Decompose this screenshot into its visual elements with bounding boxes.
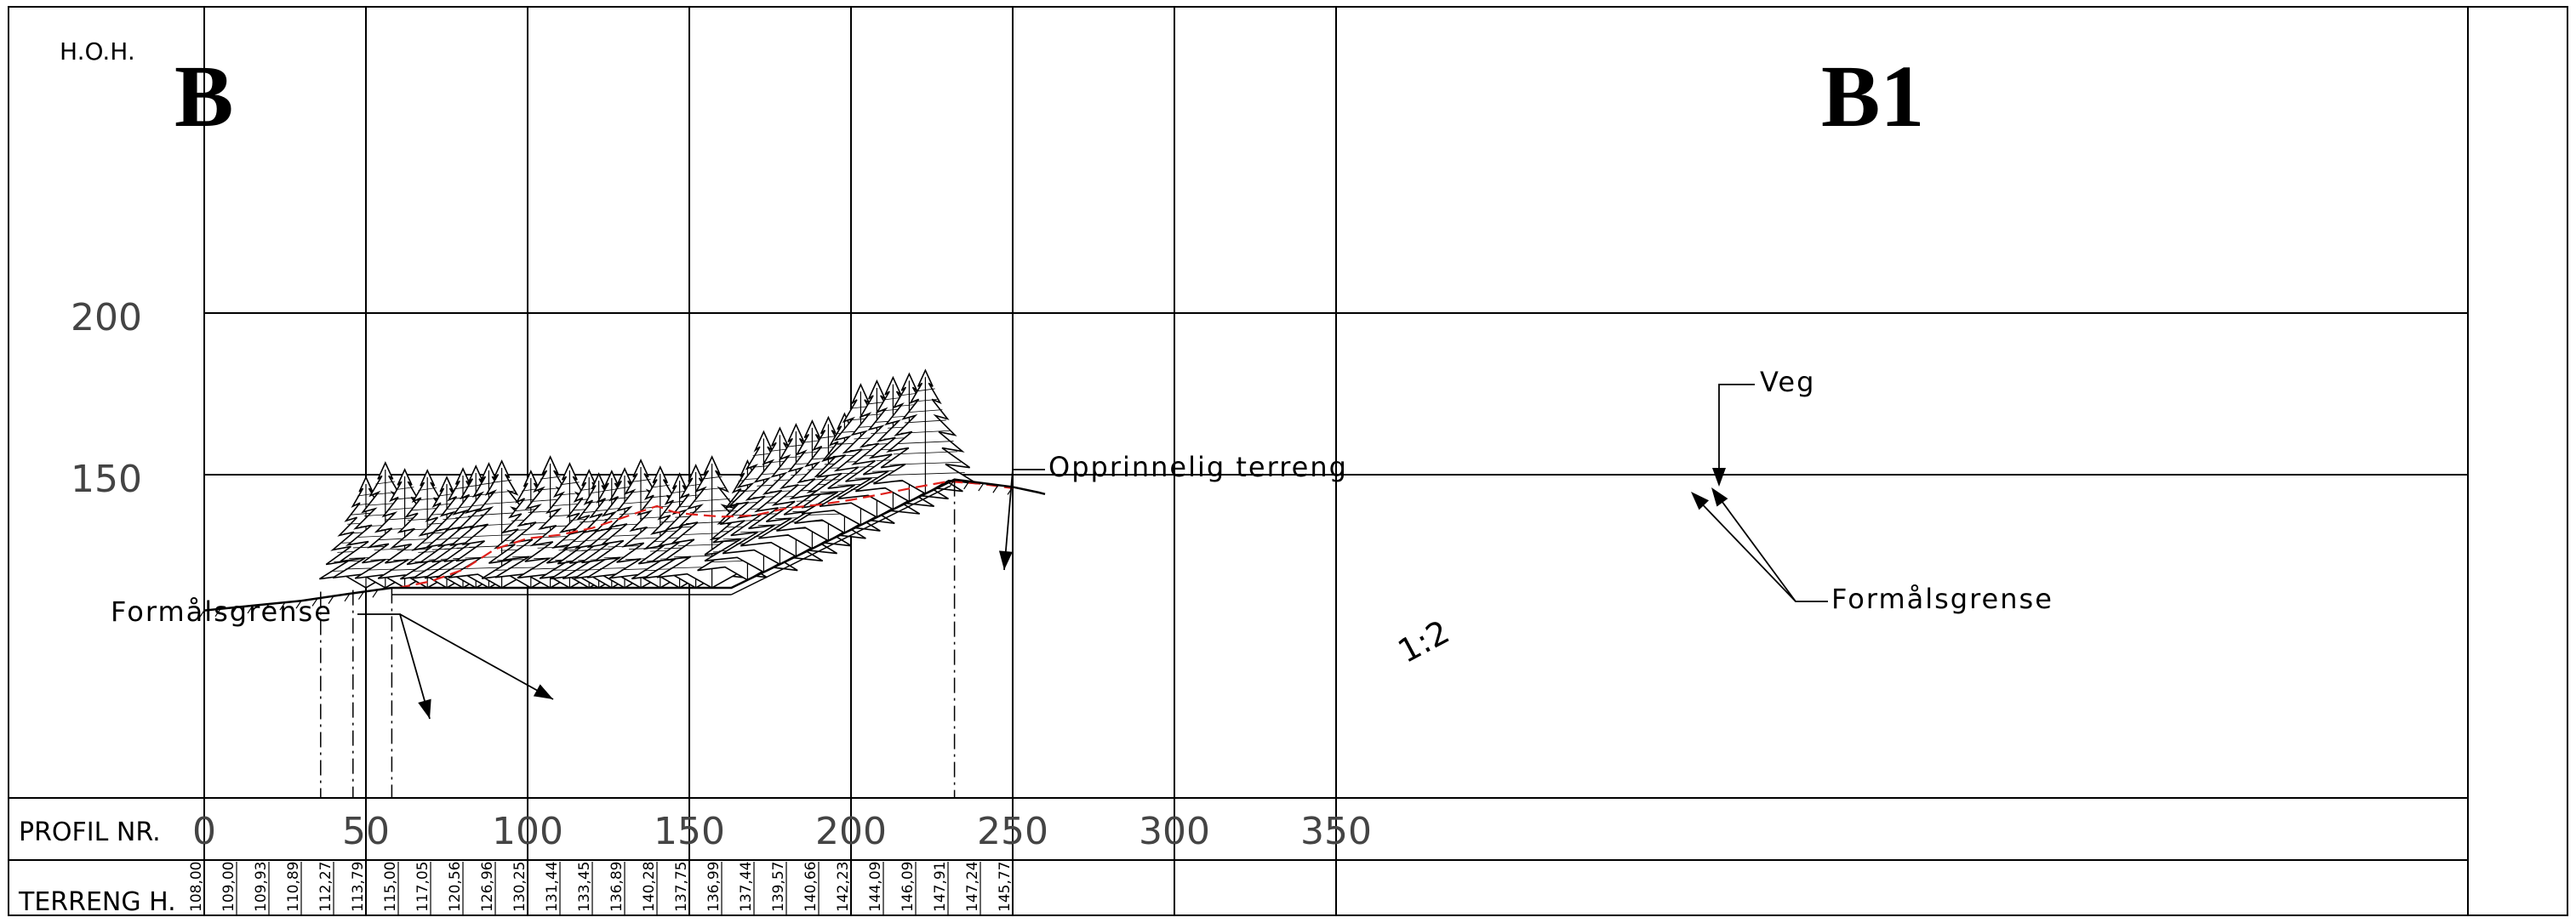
terrain-height-value: 137,44 (738, 862, 755, 912)
ground-hatch (214, 608, 221, 618)
profiles (198, 478, 1046, 798)
terrain-height-value: 110,89 (285, 862, 302, 912)
opprinnelig-terreng-label: Opprinnelig terreng (1048, 451, 1348, 483)
x-tick-150: 150 (654, 810, 725, 853)
terrain-height-value: 113,79 (350, 862, 367, 912)
ground-hatch (328, 595, 334, 604)
terrain-height-value: 145,77 (997, 862, 1014, 912)
leader-lines (357, 384, 1828, 720)
terrain-height-value: 146,09 (900, 862, 917, 912)
x-tick-200: 200 (815, 810, 887, 853)
opprinnelig-terreng-leader (1003, 469, 1045, 571)
terrain-height-value: 140,28 (641, 862, 658, 912)
formalsgrense-right-label: Formålsgrense (1831, 583, 2053, 615)
ground-hatch (198, 610, 205, 618)
ground-hatch (978, 482, 985, 492)
terrain-height-value: 109,00 (220, 862, 237, 912)
ground-hatch (295, 600, 302, 609)
end-marker: B1 (1821, 48, 1924, 145)
terrain-height-value: 112,27 (317, 862, 334, 912)
terrain-height-value: 136,89 (608, 862, 625, 912)
x-tick-350: 350 (1300, 810, 1372, 853)
terrain-height-value: 109,93 (253, 862, 270, 912)
arrowhead (1712, 468, 1726, 487)
arrowhead (418, 698, 431, 719)
x-tick-250: 250 (977, 810, 1048, 853)
formalsgrense-left-leader-2 (399, 613, 554, 700)
terrain-height-value: 130,25 (511, 862, 528, 912)
terrain-height-row: 108,00 109,00 109,93 110,89 112,27 113,79 115,… (188, 862, 1014, 915)
terrain-height-value: 147,24 (964, 862, 981, 912)
ground-hatch (963, 481, 970, 490)
ground-hatch (279, 601, 286, 611)
formalsgrense-left-label: Formålsgrense (111, 595, 333, 628)
terrain-height-value: 120,56 (447, 862, 464, 912)
grid (9, 7, 2469, 916)
ground-hatch (372, 589, 379, 598)
veg-leader (1718, 384, 1755, 483)
arrowhead (533, 684, 553, 699)
tree-symbol (873, 368, 978, 495)
y-tick-200: 200 (71, 296, 142, 339)
ground-hatch (311, 598, 318, 607)
terrain-height-value: 144,09 (867, 862, 884, 912)
ground-hatch (344, 593, 351, 602)
arrowhead (998, 550, 1013, 570)
terrain-height-value: 126,96 (479, 862, 496, 912)
ground-hatch (949, 479, 956, 488)
tree-symbols (318, 368, 978, 589)
veg-label: Veg (1760, 366, 1815, 398)
x-tick-100: 100 (492, 810, 563, 853)
terrain-height-value: 139,57 (770, 862, 787, 912)
terrain-height-value: 136,99 (705, 862, 723, 912)
terrain-height-value: 147,91 (932, 862, 949, 912)
arrowhead (1711, 487, 1728, 507)
start-marker: B (174, 48, 233, 145)
terrain-height-value: 137,75 (673, 862, 690, 912)
design-profile-line (203, 478, 1046, 612)
terrain-height-value: 140,66 (803, 862, 820, 912)
terrain-height-value: 131,44 (544, 862, 561, 912)
slope-label: 1:2 (1392, 612, 1456, 670)
arrowhead (1691, 492, 1710, 510)
x-tick-0: 0 (192, 810, 216, 853)
y-tick-150: 150 (71, 458, 142, 501)
slope-offset-line (731, 486, 950, 595)
hoh-label: H.O.H. (60, 37, 135, 66)
x-tick-50: 50 (342, 810, 390, 853)
y-tick-labels: 200 150 (71, 296, 142, 501)
terreng-h-label: TERRENG H. (18, 887, 176, 917)
formalsgrense-right-leader-1 (1693, 494, 1828, 602)
formalsgrense-right-leader-2 (1714, 491, 1796, 602)
x-tick-300: 300 (1139, 810, 1210, 853)
ground-hatch (263, 603, 270, 612)
terrain-height-value: 142,23 (835, 862, 852, 912)
ground-hatch (992, 484, 999, 493)
x-tick-labels: 0 50 100 150 200 250 300 350 (192, 810, 1372, 853)
existing-terrain-line (397, 480, 1014, 590)
terrain-height-value: 133,45 (576, 862, 593, 912)
ground-hatch (357, 591, 364, 600)
terrain-height-value: 108,00 (188, 862, 205, 912)
terrain-height-value: 115,00 (382, 862, 399, 912)
terrain-height-value: 117,05 (414, 862, 431, 912)
ground-hatch (231, 607, 237, 616)
ground-hatch (247, 605, 254, 614)
profil-nr-label: PROFIL NR. (19, 818, 161, 847)
